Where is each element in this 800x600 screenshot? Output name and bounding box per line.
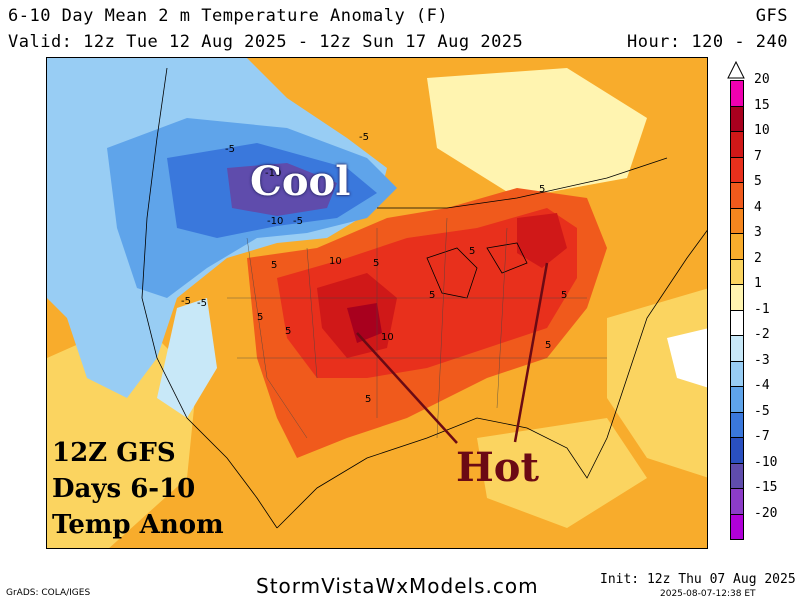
scale-swatch — [730, 437, 744, 464]
contour-label: 5 — [365, 394, 371, 405]
near-normal-canada — [427, 68, 647, 198]
cool-region-core — [227, 163, 337, 216]
contour-label: 5 — [539, 184, 545, 195]
website-credit: StormVistaWxModels.com — [256, 574, 539, 598]
contour-label: -5 — [293, 216, 303, 227]
state-borders — [227, 217, 607, 439]
scale-tick-label: -20 — [754, 505, 778, 521]
scale-tick-label: 7 — [754, 148, 762, 164]
scale-swatch — [730, 105, 744, 132]
variable-label: Temp Anom — [52, 510, 224, 540]
model-name: GFS — [755, 6, 788, 26]
contour-label: -5 — [197, 298, 207, 309]
scale-tick-label: -15 — [754, 480, 778, 495]
contour-label: 10 — [381, 332, 394, 343]
scale-top-arrow — [727, 60, 745, 79]
white-patch-atlantic — [667, 328, 707, 388]
cool-annotation: Cool — [250, 158, 351, 205]
scale-tick-label: -2 — [754, 327, 770, 342]
map-title: 6-10 Day Mean 2 m Temperature Anomaly (F… — [8, 6, 449, 26]
scale-tick-label: -3 — [754, 352, 770, 368]
scale-swatch — [730, 80, 744, 107]
contour-label: -10 — [267, 216, 283, 227]
scale-swatch — [730, 258, 744, 285]
coastlines — [141, 67, 707, 529]
contour-label: 5 — [373, 258, 379, 269]
period-label: Days 6-10 — [52, 474, 196, 504]
generated-timestamp: 2025-08-07-12:38 ET — [660, 589, 756, 599]
hot-core-northeast — [517, 213, 567, 268]
scale-tick-label: 5 — [754, 174, 762, 189]
scale-swatch — [730, 207, 744, 234]
scale-swatch — [730, 131, 744, 158]
scale-tick-label: -10 — [754, 454, 778, 470]
contour-label: 5 — [429, 290, 435, 301]
scale-swatch — [730, 462, 744, 489]
scale-tick-label: 1 — [754, 276, 762, 291]
scale-swatch — [730, 233, 744, 260]
scale-swatch — [730, 513, 744, 540]
scale-tick-label: -4 — [754, 378, 770, 393]
scale-tick-label: 10 — [754, 123, 770, 138]
contour-label: -5 — [359, 132, 369, 143]
forecast-hours: Hour: 120 - 240 — [626, 32, 788, 52]
scale-tick-label: 20 — [754, 72, 770, 87]
scale-swatch — [730, 411, 744, 438]
near-normal-southwest — [47, 318, 197, 548]
scale-swatch — [730, 284, 744, 311]
scale-tick-label: -1 — [754, 301, 770, 317]
scale-swatch — [730, 335, 744, 362]
scale-swatch — [730, 309, 744, 336]
temperature-anomaly-map: -5 -5 -10 -10 -5 -5 -5 5 10 5 5 5 5 5 10… — [46, 57, 708, 549]
contour-label: -5 — [181, 296, 191, 307]
scale-tick-label: -7 — [754, 429, 770, 444]
scale-tick-label: -5 — [754, 403, 770, 419]
model-run-label: 12Z GFS — [52, 438, 176, 468]
hot-peak — [347, 303, 382, 343]
init-time: Init: 12z Thu 07 Aug 2025 — [600, 572, 796, 587]
contour-label: 5 — [545, 340, 551, 351]
near-normal-gulf — [477, 418, 647, 528]
contour-label: 5 — [257, 312, 263, 323]
anomaly-field: -5 -5 -10 -10 -5 -5 -5 5 10 5 5 5 5 5 10… — [47, 58, 707, 548]
scale-swatch — [730, 488, 744, 515]
scale-swatch — [730, 360, 744, 387]
scale-tick-label: 4 — [754, 199, 762, 215]
contour-label: -10 — [265, 168, 281, 179]
contour-label: -5 — [225, 144, 235, 155]
contour-label: 10 — [329, 256, 342, 267]
scale-tick-label: 15 — [754, 97, 770, 113]
scale-swatch — [730, 386, 744, 413]
scale-swatch — [730, 156, 744, 183]
hot-annotation: Hot — [456, 444, 539, 491]
software-credit: GrADS: COLA/IGES — [6, 588, 91, 598]
scale-tick-label: 2 — [754, 250, 762, 266]
contour-label: 5 — [561, 290, 567, 301]
hot-arrows — [356, 262, 549, 444]
scale-swatch — [730, 182, 744, 209]
scale-tick-label: 3 — [754, 225, 762, 240]
contour-label: 5 — [469, 246, 475, 257]
valid-period: Valid: 12z Tue 12 Aug 2025 - 12z Sun 17 … — [8, 32, 524, 52]
contour-label: 5 — [271, 260, 277, 271]
contour-label: 5 — [285, 326, 291, 337]
